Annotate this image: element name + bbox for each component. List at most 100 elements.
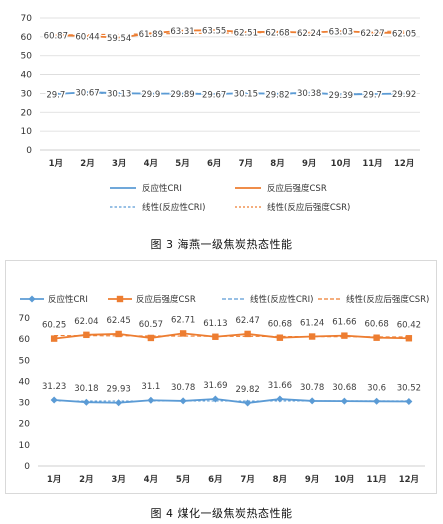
data-label: 61.24 bbox=[300, 319, 324, 329]
data-label: 62.51 bbox=[234, 29, 258, 39]
legend-label-2: 线性(反应性CRI) bbox=[142, 202, 205, 213]
series-line-1 bbox=[55, 29, 405, 39]
y-tick-label: 70 bbox=[21, 14, 33, 24]
x-tick-label: 1月 bbox=[47, 475, 61, 485]
series-line-0 bbox=[54, 398, 409, 404]
y-tick-label: 20 bbox=[19, 420, 31, 430]
data-label: 63.55 bbox=[202, 27, 226, 37]
legend-label-0: 反应性CRI bbox=[142, 183, 182, 194]
data-label: 61.89 bbox=[139, 30, 163, 40]
data-point bbox=[179, 330, 187, 337]
series-line-0 bbox=[55, 91, 405, 96]
x-tick-label: 10月 bbox=[331, 159, 351, 169]
legend-label-0: 反应性CRI bbox=[48, 294, 88, 305]
x-tick-label: 8月 bbox=[270, 159, 284, 169]
x-tick-label: 12月 bbox=[399, 475, 419, 485]
y-tick-label: 30 bbox=[21, 89, 33, 99]
data-point bbox=[83, 331, 90, 339]
data-point bbox=[308, 333, 316, 340]
x-tick-label: 6月 bbox=[207, 159, 221, 169]
data-label: 60.68 bbox=[268, 320, 292, 330]
y-tick-label: 60 bbox=[21, 33, 33, 43]
data-label: 62.05 bbox=[392, 29, 416, 39]
data-label: 31.23 bbox=[42, 382, 66, 392]
data-point bbox=[405, 397, 413, 405]
chart-meihua: 0 10 20 30 40 50 60 70 1月 2月 3月 4月 5月 6月 7月 8月 9月 10月 11月 1… bbox=[5, 260, 437, 494]
y-tick-label: 60 bbox=[19, 335, 31, 345]
legend-label-1: 反应后强度CSR bbox=[136, 294, 196, 305]
data-label: 30.67 bbox=[75, 89, 99, 99]
data-label: 31.66 bbox=[268, 381, 292, 391]
data-label: 29.39 bbox=[329, 91, 353, 101]
data-label: 29.82 bbox=[265, 90, 289, 100]
data-label: 59.54 bbox=[107, 34, 131, 44]
chart-frame bbox=[5, 260, 437, 494]
x-tick-label: 4月 bbox=[144, 159, 158, 169]
data-label: 30.38 bbox=[297, 89, 321, 99]
data-point bbox=[179, 397, 187, 405]
y-tick-label: 40 bbox=[21, 71, 33, 81]
data-label: 30.52 bbox=[397, 383, 421, 393]
data-label: 30.18 bbox=[74, 384, 98, 394]
data-point bbox=[373, 397, 381, 405]
data-label: 30.68 bbox=[332, 383, 356, 393]
data-label: 30.15 bbox=[234, 90, 258, 100]
data-label: 62.24 bbox=[297, 29, 321, 39]
data-point bbox=[211, 395, 219, 403]
y-tick-label: 40 bbox=[19, 377, 31, 387]
x-tick-label: 9月 bbox=[305, 475, 319, 485]
data-point bbox=[276, 395, 284, 403]
data-point bbox=[244, 330, 251, 338]
legend-label-3: 线性(反应后强度CSR) bbox=[346, 294, 429, 305]
data-label: 60.68 bbox=[364, 320, 388, 330]
data-label: 31.1 bbox=[141, 382, 160, 392]
data-label: 62.47 bbox=[235, 316, 259, 326]
data-label: 61.13 bbox=[203, 319, 227, 329]
data-label: 63.31 bbox=[170, 27, 194, 37]
data-label: 62.45 bbox=[106, 316, 130, 326]
x-tick-label: 5月 bbox=[176, 475, 190, 485]
data-label: 30.78 bbox=[171, 383, 195, 393]
data-label: 63.03 bbox=[329, 28, 353, 38]
data-label: 29.89 bbox=[170, 90, 194, 100]
y-tick-label: 0 bbox=[26, 146, 32, 156]
data-point bbox=[115, 330, 122, 338]
data-label: 30.6 bbox=[367, 383, 386, 393]
x-tick-label: 9月 bbox=[302, 159, 316, 169]
data-label: 60.25 bbox=[42, 321, 66, 331]
x-tick-label: 11月 bbox=[362, 159, 382, 169]
data-label: 60.57 bbox=[139, 320, 163, 330]
data-label: 62.27 bbox=[360, 29, 384, 39]
data-point bbox=[405, 335, 413, 342]
data-label: 29.67 bbox=[202, 91, 226, 101]
data-label: 29.9 bbox=[141, 90, 160, 100]
data-point bbox=[308, 397, 316, 405]
legend-label-2: 线性(反应性CRI) bbox=[250, 294, 313, 305]
y-tick-label: 0 bbox=[24, 462, 30, 472]
data-label: 29.92 bbox=[392, 90, 416, 100]
x-tick-label: 3月 bbox=[112, 159, 126, 169]
x-tick-label: 5月 bbox=[175, 159, 189, 169]
data-point bbox=[50, 396, 58, 404]
x-tick-label: 1月 bbox=[49, 159, 63, 169]
x-tick-label: 12月 bbox=[394, 159, 414, 169]
data-label: 62.71 bbox=[171, 315, 195, 325]
chart-haiyan: 0 10 20 30 40 50 60 70 1月 2月 3月 4月 5月 6月 7月 8月 9月 10月 11月 1… bbox=[21, 14, 420, 213]
data-point bbox=[50, 335, 58, 342]
x-tick-label: 2月 bbox=[80, 159, 94, 169]
data-point bbox=[147, 396, 155, 404]
x-tick-label: 11月 bbox=[366, 475, 386, 485]
x-tick-label: 4月 bbox=[144, 475, 158, 485]
data-label: 62.68 bbox=[265, 28, 289, 38]
data-label: 29.7 bbox=[363, 90, 382, 100]
legend-marker-0 bbox=[28, 295, 36, 303]
legend-label-3: 线性(反应后强度CSR) bbox=[267, 202, 350, 213]
x-tick-label: 8月 bbox=[273, 475, 287, 485]
x-tick-label: 10月 bbox=[334, 475, 354, 485]
y-tick-label: 30 bbox=[19, 399, 31, 409]
x-tick-label: 6月 bbox=[208, 475, 222, 485]
data-point bbox=[373, 334, 380, 341]
y-tick-label: 50 bbox=[19, 356, 31, 366]
data-point bbox=[244, 399, 252, 407]
data-point bbox=[212, 333, 219, 340]
